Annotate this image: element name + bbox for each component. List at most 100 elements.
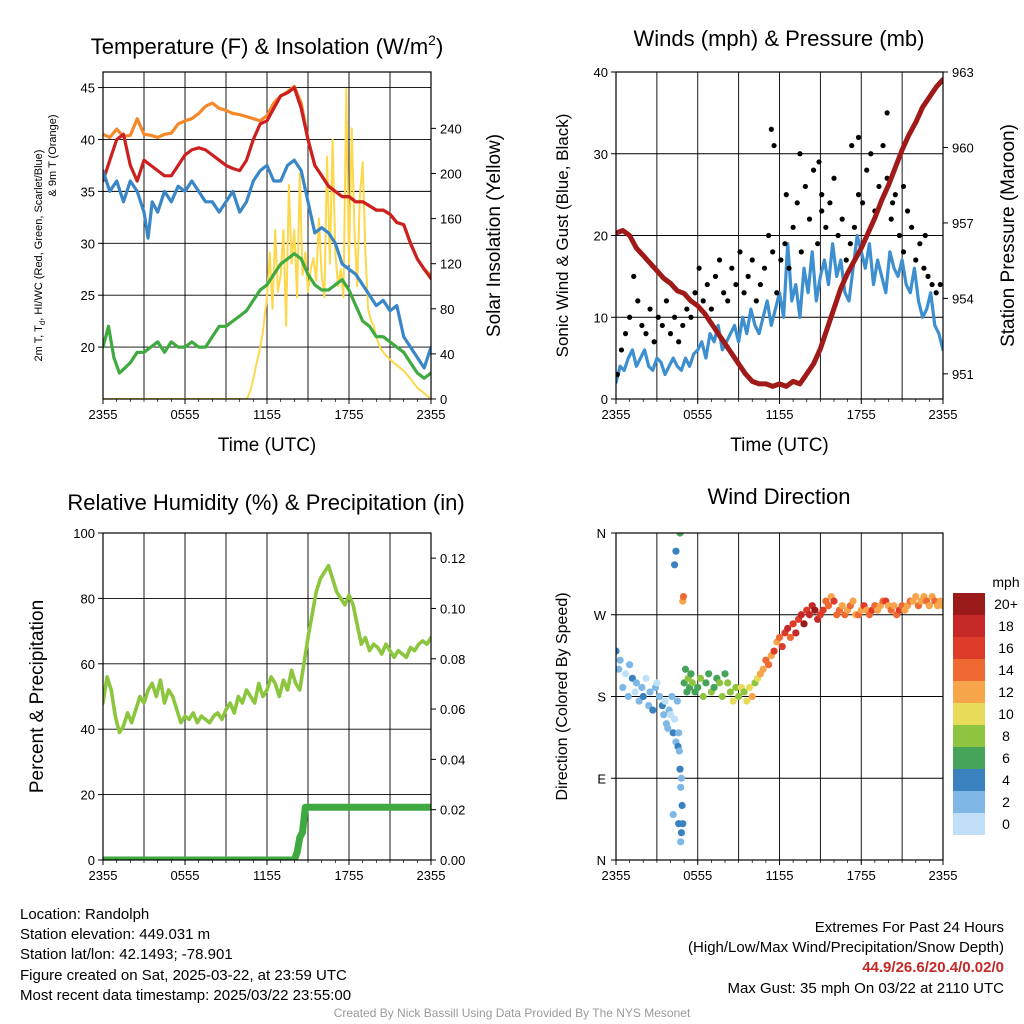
location-text: Location: Randolph bbox=[20, 906, 150, 923]
gust-point bbox=[790, 224, 796, 230]
gust-point bbox=[745, 273, 751, 279]
direction-point bbox=[677, 838, 685, 846]
direction-point bbox=[681, 665, 690, 673]
series-line-2 bbox=[103, 803, 431, 860]
gust-point bbox=[913, 257, 919, 263]
gust-point bbox=[819, 192, 825, 198]
gust-point bbox=[663, 298, 670, 304]
gust-point bbox=[851, 224, 858, 230]
gust-point bbox=[639, 322, 645, 329]
direction-point bbox=[939, 602, 943, 610]
gust-point bbox=[904, 208, 911, 214]
direction-point bbox=[624, 692, 632, 701]
x-axis-label: Time (UTC) bbox=[730, 435, 829, 456]
direction-point bbox=[653, 679, 661, 687]
direction-point bbox=[732, 683, 740, 692]
gust-point bbox=[909, 224, 915, 230]
y-tick-label-right: 0.12 bbox=[440, 551, 465, 566]
direction-point bbox=[715, 679, 724, 687]
gust-point bbox=[855, 134, 862, 140]
y-tick-label-left: 100 bbox=[73, 526, 95, 541]
direction-point bbox=[669, 729, 677, 737]
gust-point bbox=[864, 167, 870, 173]
direction-point bbox=[616, 665, 623, 673]
x-axis-label: Time (UTC) bbox=[218, 435, 317, 456]
x-tick-label: 2355 bbox=[417, 407, 446, 422]
gust-point bbox=[631, 273, 637, 279]
y-tick-label-left: 40 bbox=[81, 722, 95, 737]
gust-point bbox=[815, 241, 821, 247]
gust-point bbox=[835, 232, 841, 239]
y-tick-label-left: 30 bbox=[594, 147, 608, 162]
gust-point bbox=[889, 200, 896, 206]
direction-point bbox=[765, 661, 773, 669]
gust-point bbox=[771, 142, 777, 149]
direction-point bbox=[688, 679, 696, 687]
gust-point bbox=[783, 192, 789, 198]
y-tick-label-right: 960 bbox=[952, 140, 974, 155]
y-tick-label-right: 957 bbox=[952, 216, 974, 231]
direction-point bbox=[677, 829, 686, 837]
colorbar-swatch bbox=[953, 769, 985, 791]
gust-point bbox=[616, 371, 620, 378]
colorbar-title: mph bbox=[992, 574, 1019, 590]
y-tick-label-left: S bbox=[597, 690, 606, 705]
y-tick-label-left: 20 bbox=[81, 340, 95, 355]
gust-point bbox=[770, 249, 776, 255]
extremes-values: 44.9/26.6/20.4/0.02/0 bbox=[862, 959, 1004, 977]
direction-point bbox=[676, 765, 684, 773]
y-tick-label-left: N bbox=[597, 853, 606, 868]
gust-point bbox=[659, 322, 665, 329]
direction-point bbox=[748, 692, 756, 701]
direction-point bbox=[778, 642, 786, 651]
colorbar-swatch bbox=[953, 615, 985, 637]
gust-point bbox=[684, 306, 690, 312]
max-gust-text: Max Gust: 35 mph On 03/22 at 2110 UTC bbox=[727, 979, 1004, 997]
series-line-5 bbox=[103, 252, 431, 380]
colorbar-label: 2 bbox=[1002, 794, 1010, 810]
plot-frame bbox=[615, 71, 944, 400]
gust-point bbox=[839, 216, 845, 222]
chart-panel-1: 2355 0555 1155 1755 2355 20 25 30 35 40 45 0 40 80 120… bbox=[33, 32, 505, 456]
y-tick-label-right: 80 bbox=[440, 302, 454, 317]
y-tick-label-left: 40 bbox=[594, 65, 608, 80]
direction-point bbox=[726, 688, 735, 696]
gust-point bbox=[671, 314, 678, 320]
gust-point bbox=[729, 265, 735, 271]
y-tick-label-right: 120 bbox=[440, 257, 462, 272]
colorbar-swatch bbox=[953, 659, 985, 681]
direction-point bbox=[626, 661, 634, 669]
x-tick-label: 1155 bbox=[253, 407, 281, 422]
gust-point bbox=[786, 265, 792, 271]
direction-point bbox=[759, 665, 767, 673]
gust-point bbox=[627, 314, 633, 320]
gust-point bbox=[704, 281, 710, 288]
chart-title-sup: 2 bbox=[428, 32, 436, 48]
x-tick-label: 2355 bbox=[89, 407, 118, 422]
extremes-subtitle: (High/Low/Max Wind/Precipitation/Snow De… bbox=[688, 939, 1004, 957]
colorbar-swatch bbox=[953, 747, 985, 769]
chart-title: Temperature (F) & Insolation (W/m2) bbox=[91, 32, 444, 59]
latlon-text: Station lat/lon: 42.1493; -78.901 bbox=[20, 946, 233, 964]
gust-point bbox=[797, 151, 803, 157]
y-tick-label-right: 963 bbox=[952, 65, 974, 80]
gust-point bbox=[712, 273, 719, 279]
x-tick-label: 2355 bbox=[929, 868, 958, 883]
gust-point bbox=[876, 183, 882, 190]
chart-title: Wind Direction bbox=[707, 484, 850, 509]
y-tick-label-right: 240 bbox=[440, 121, 462, 136]
gust-point bbox=[761, 265, 768, 271]
x-tick-label: 1755 bbox=[335, 407, 364, 422]
gust-point bbox=[892, 192, 898, 198]
extremes-box: Extremes For Past 24 Hours (High/Low/Max… bbox=[688, 918, 1004, 999]
direction-point bbox=[616, 656, 624, 664]
y-tick-label-left: W bbox=[594, 608, 607, 623]
x-tick-label: 0555 bbox=[683, 407, 712, 422]
direction-point bbox=[676, 533, 684, 537]
colorbar-swatch bbox=[953, 813, 985, 835]
y-tick-label-right: 0.02 bbox=[440, 803, 465, 818]
direction-point bbox=[824, 602, 833, 610]
direction-point bbox=[660, 711, 668, 719]
direction-point bbox=[699, 692, 707, 701]
gust-point bbox=[768, 126, 774, 132]
